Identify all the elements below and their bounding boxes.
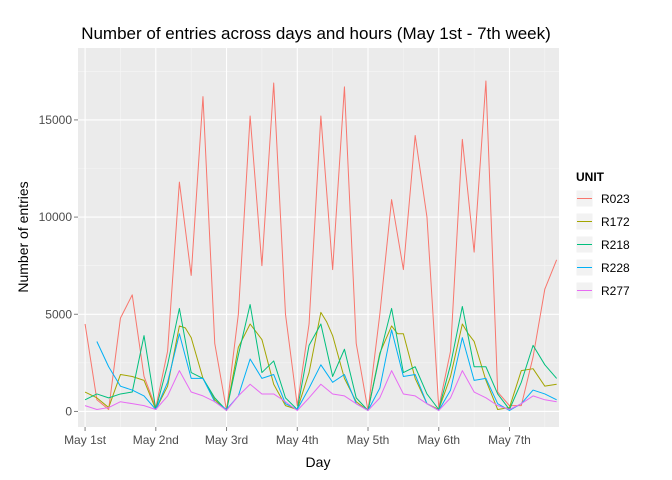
y-axis-title: Number of entries [15, 181, 31, 292]
chart-title: Number of entries across days and hours … [81, 24, 551, 43]
y-tick-label: 0 [65, 404, 72, 418]
series-line-r023 [84, 80, 558, 411]
x-tick-label: May 2nd [133, 433, 179, 447]
grid-minor [78, 48, 559, 427]
x-tick-label: May 1st [64, 433, 107, 447]
x-tick-label: May 5th [347, 433, 390, 447]
legend-label: R277 [601, 284, 630, 298]
legend: UNIT R023 R172 R218 R228 R277 [575, 170, 630, 300]
y-tick-label: 15000 [39, 113, 73, 127]
plot-panel [78, 48, 559, 427]
y-axis: 0 5000 10000 15000 [39, 113, 78, 418]
legend-label: R228 [601, 261, 630, 275]
grid-major [78, 48, 559, 427]
legend-label: R172 [601, 215, 630, 229]
series-line-r277 [84, 370, 557, 411]
series-line-r218 [84, 304, 558, 411]
x-tick-label: May 3rd [205, 433, 248, 447]
series-lines [84, 80, 558, 411]
series-line-r228 [96, 329, 557, 411]
legend-label: R023 [601, 192, 630, 206]
x-axis: May 1st May 2nd May 3rd May 4th May 5th May 6… [64, 427, 531, 447]
y-tick-label: 10000 [39, 210, 73, 224]
x-tick-label: May 7th [488, 433, 531, 447]
x-axis-title: Day [306, 454, 331, 470]
y-tick-label: 5000 [45, 307, 72, 321]
legend-items: R023 R172 R218 R228 R277 [575, 189, 630, 300]
legend-title: UNIT [576, 170, 605, 184]
legend-label: R218 [601, 238, 630, 252]
x-tick-label: May 4th [276, 433, 319, 447]
x-tick-label: May 6th [417, 433, 460, 447]
